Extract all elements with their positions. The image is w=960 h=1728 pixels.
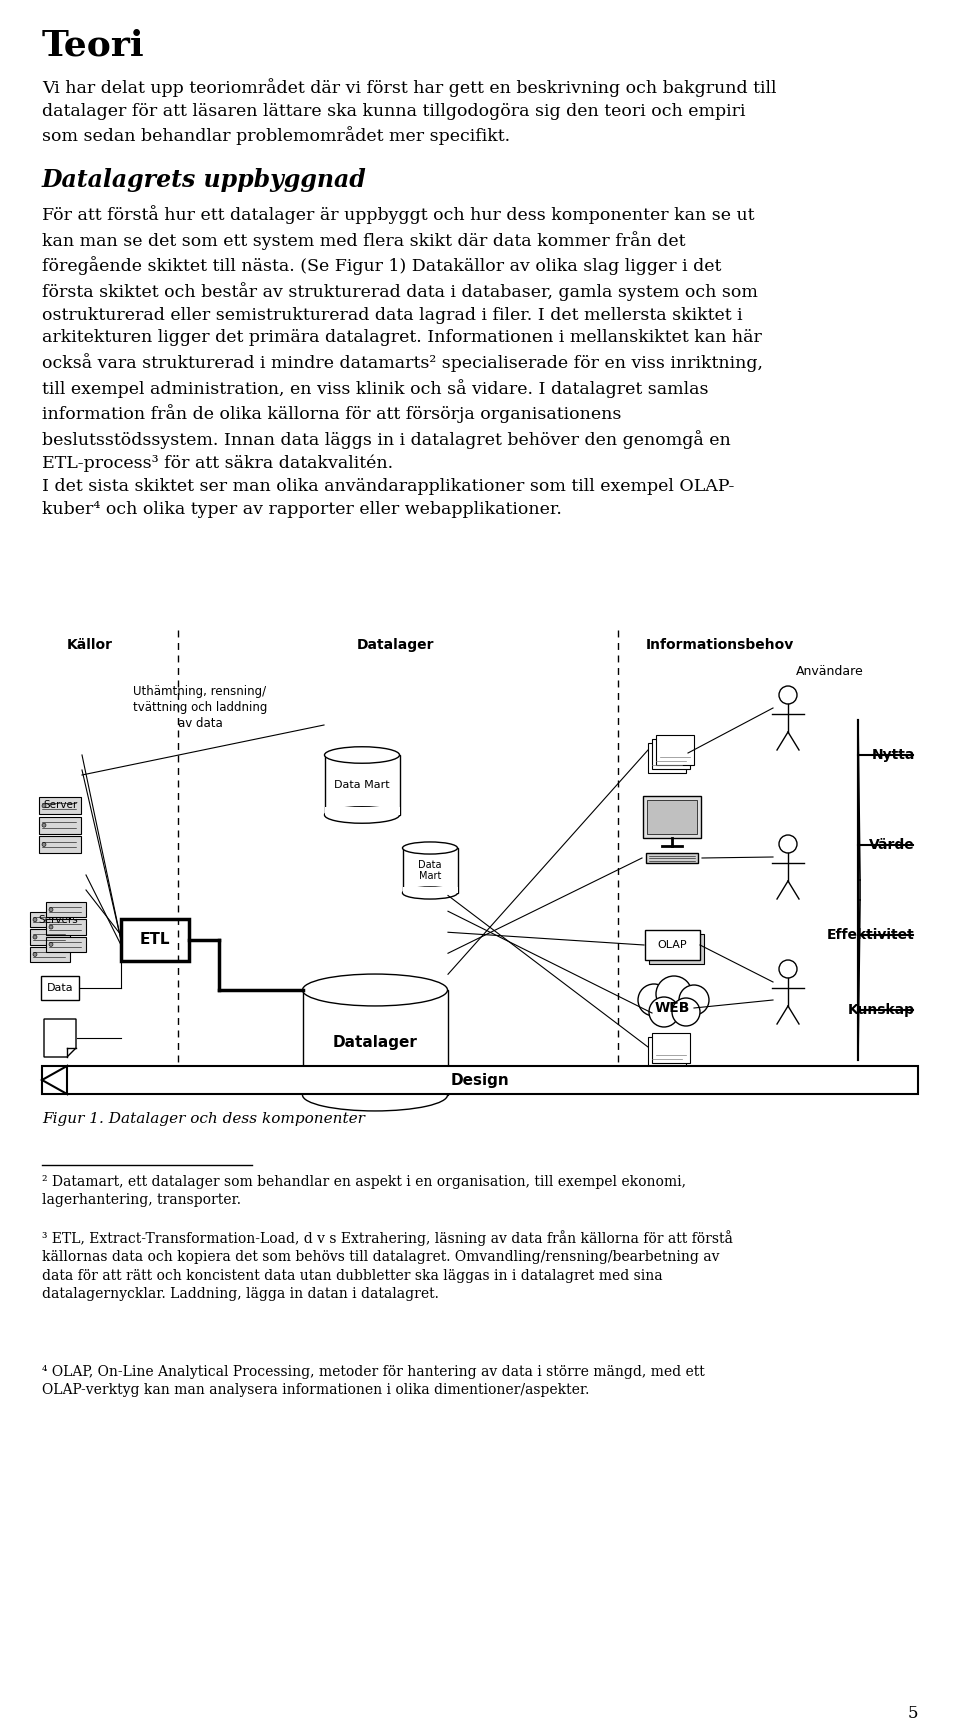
Text: Data
Mart: Data Mart (419, 861, 442, 881)
Bar (39, 817, 81, 833)
Bar (41, 976, 79, 1001)
Bar (646, 854, 698, 862)
Text: Värde: Värde (869, 838, 915, 852)
Text: Användare: Användare (796, 665, 864, 677)
Circle shape (42, 823, 46, 828)
Bar (121, 919, 189, 961)
Bar (402, 848, 458, 893)
Text: Server: Server (43, 800, 77, 810)
Bar (30, 930, 70, 945)
Polygon shape (44, 1020, 76, 1058)
Circle shape (33, 918, 37, 921)
Bar (656, 734, 694, 766)
Ellipse shape (402, 842, 458, 854)
Bar (647, 800, 697, 835)
Bar (46, 919, 86, 935)
Text: ETL: ETL (140, 933, 170, 947)
Bar (302, 990, 447, 1096)
Bar (324, 755, 399, 816)
Circle shape (649, 997, 679, 1026)
Text: Teori: Teori (42, 28, 145, 62)
Text: 5: 5 (907, 1706, 918, 1723)
Bar (30, 947, 70, 962)
Text: För att förstå hur ett datalager är uppbyggt och hur dess komponenter kan se ut
: För att förstå hur ett datalager är uppb… (42, 206, 763, 518)
Text: Effektivitet: Effektivitet (828, 928, 915, 942)
Bar (648, 1037, 686, 1066)
Text: Kunskap: Kunskap (848, 1002, 915, 1018)
Bar (652, 1033, 690, 1063)
Text: Datalager: Datalager (356, 638, 434, 651)
Ellipse shape (302, 1078, 447, 1111)
Ellipse shape (324, 807, 399, 823)
Bar (42, 1066, 918, 1094)
Ellipse shape (402, 886, 458, 899)
Circle shape (679, 985, 709, 1014)
Circle shape (33, 935, 37, 938)
Text: Datalager: Datalager (332, 1035, 418, 1051)
Circle shape (779, 686, 797, 703)
Bar (39, 836, 81, 854)
Text: Design: Design (450, 1073, 510, 1087)
Text: Servers: Servers (38, 916, 78, 924)
Circle shape (779, 961, 797, 978)
Text: Källor: Källor (67, 638, 113, 651)
Bar (39, 797, 81, 814)
Circle shape (779, 835, 797, 854)
Text: Uthämtning, rensning/
tvättning och laddning
av data: Uthämtning, rensning/ tvättning och ladd… (132, 684, 267, 729)
Circle shape (638, 983, 670, 1016)
Text: Vi har delat upp teoriområdet där vi först har gett en beskrivning och bakgrund : Vi har delat upp teoriområdet där vi för… (42, 78, 777, 145)
Bar (643, 797, 701, 838)
Ellipse shape (324, 746, 399, 764)
Text: ² Datamart, ett datalager som behandlar en aspekt i en organisation, till exempe: ² Datamart, ett datalager som behandlar … (42, 1175, 686, 1208)
Text: Data: Data (47, 983, 73, 994)
Text: WEB: WEB (655, 1001, 689, 1014)
Ellipse shape (302, 975, 447, 1006)
Bar (649, 935, 704, 964)
Text: ³ ETL, Extract-Transformation-Load, d v s Extrahering, läsning av data från käll: ³ ETL, Extract-Transformation-Load, d v … (42, 1230, 732, 1301)
Bar (30, 912, 70, 928)
Bar (652, 740, 690, 769)
Text: Informationsbehov: Informationsbehov (646, 638, 794, 651)
Bar (324, 807, 399, 816)
Polygon shape (42, 1066, 67, 1094)
Bar (302, 1078, 447, 1096)
Circle shape (42, 843, 46, 847)
Circle shape (49, 907, 53, 912)
Bar (648, 743, 686, 772)
Bar (644, 930, 700, 961)
Text: ⁴ OLAP, On-Line Analytical Processing, metoder för hantering av data i större mä: ⁴ OLAP, On-Line Analytical Processing, m… (42, 1365, 705, 1398)
Circle shape (42, 804, 46, 807)
Bar (46, 937, 86, 952)
Circle shape (656, 976, 692, 1013)
Text: OLAP: OLAP (658, 940, 686, 950)
Text: Nytta: Nytta (872, 748, 915, 762)
Bar (402, 886, 458, 893)
Text: Datalagrets uppbyggnad: Datalagrets uppbyggnad (42, 168, 367, 192)
Text: Data Mart: Data Mart (334, 779, 390, 790)
Bar (46, 902, 86, 918)
Circle shape (33, 952, 37, 956)
Circle shape (672, 999, 700, 1026)
Circle shape (49, 924, 53, 930)
Circle shape (49, 942, 53, 947)
Text: Figur 1. Datalager och dess komponenter: Figur 1. Datalager och dess komponenter (42, 1113, 365, 1127)
